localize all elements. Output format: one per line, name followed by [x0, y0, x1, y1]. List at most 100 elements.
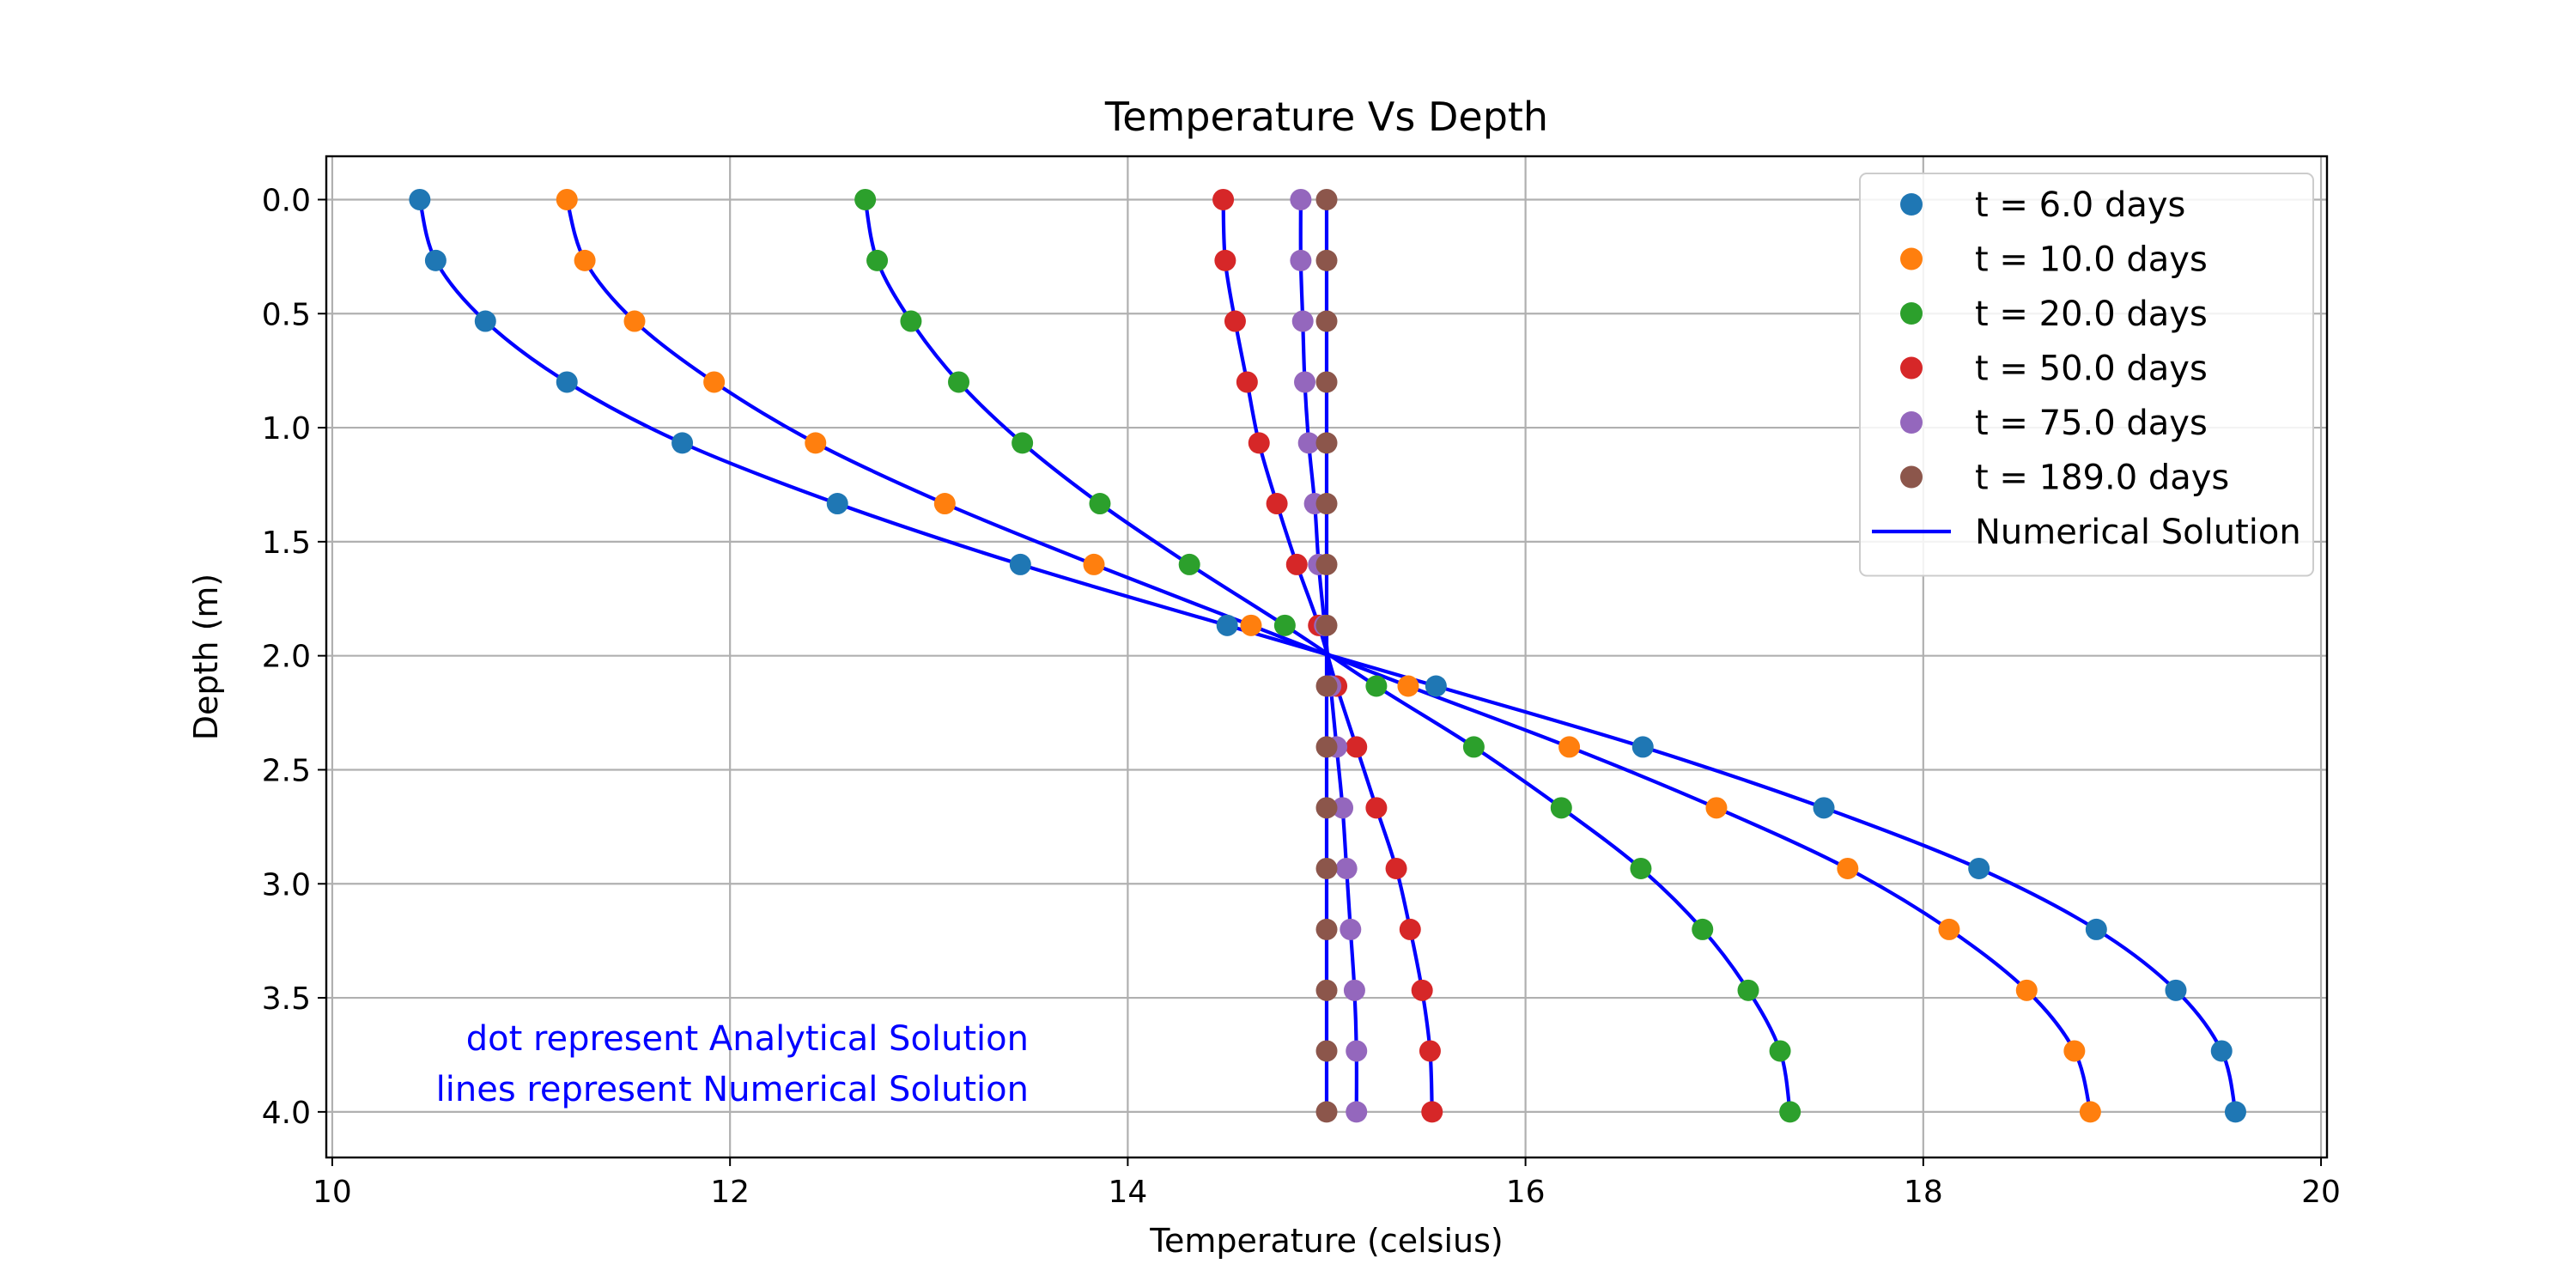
data-point-series-5	[1315, 432, 1338, 454]
data-point-series-5	[1315, 675, 1338, 697]
data-point-series-0	[409, 188, 431, 210]
y-tick-label: 4.0	[262, 1096, 311, 1131]
data-point-series-3	[1411, 979, 1433, 1001]
legend-marker	[1900, 356, 1923, 380]
data-point-series-1	[1558, 736, 1581, 758]
data-point-series-2	[854, 188, 877, 210]
data-point-series-1	[2063, 1040, 2086, 1062]
legend-label: t = 6.0 days	[1975, 185, 2185, 225]
data-point-series-1	[623, 310, 646, 332]
data-point-series-5	[1315, 249, 1338, 271]
x-tick-label: 16	[1506, 1175, 1546, 1210]
data-point-series-2	[1737, 979, 1759, 1001]
data-point-series-3	[1212, 188, 1235, 210]
data-point-series-4	[1294, 371, 1316, 393]
annotation-analytical: dot represent Analytical Solution	[466, 1019, 1029, 1059]
data-point-series-5	[1315, 1040, 1338, 1062]
data-point-series-1	[703, 371, 726, 393]
data-point-series-0	[671, 432, 694, 454]
legend-marker	[1900, 465, 1923, 489]
y-tick-label: 2.5	[262, 753, 311, 788]
data-point-series-5	[1315, 736, 1338, 758]
data-point-series-4	[1335, 857, 1358, 879]
data-point-series-4	[1346, 1040, 1368, 1062]
chart-title: Temperature Vs Depth	[1104, 94, 1548, 140]
data-point-series-0	[1631, 736, 1654, 758]
data-point-series-2	[1692, 918, 1714, 940]
data-point-series-5	[1315, 553, 1338, 575]
data-point-series-1	[1837, 857, 1859, 879]
x-axis-ticks: 10 12 14 16 18 20	[313, 1157, 2341, 1210]
data-point-series-4	[1291, 310, 1314, 332]
data-point-series-1	[933, 493, 956, 515]
y-tick-label: 0.0	[262, 183, 311, 218]
data-point-series-1	[574, 249, 596, 271]
data-point-series-2	[1769, 1040, 1791, 1062]
data-point-series-5	[1315, 797, 1338, 819]
data-point-series-4	[1346, 1101, 1368, 1123]
data-point-series-1	[1083, 553, 1105, 575]
data-point-series-5	[1315, 188, 1338, 210]
data-point-series-1	[1705, 797, 1728, 819]
data-point-series-5	[1315, 493, 1338, 515]
data-point-series-0	[2210, 1040, 2233, 1062]
data-point-series-0	[1216, 614, 1238, 636]
data-point-series-1	[1938, 918, 1960, 940]
data-point-series-3	[1224, 310, 1246, 332]
data-point-series-0	[474, 310, 496, 332]
data-point-series-4	[1343, 979, 1365, 1001]
x-tick-label: 20	[2301, 1175, 2341, 1210]
data-point-series-3	[1385, 857, 1407, 879]
legend-label: t = 50.0 days	[1975, 349, 2208, 389]
data-point-series-5	[1315, 918, 1338, 940]
x-tick-label: 10	[313, 1175, 352, 1210]
data-point-series-2	[1178, 553, 1200, 575]
data-point-series-4	[1297, 432, 1320, 454]
data-point-series-3	[1399, 918, 1421, 940]
legend-label: t = 75.0 days	[1975, 404, 2208, 443]
data-point-series-0	[2224, 1101, 2246, 1123]
data-point-series-1	[2079, 1101, 2101, 1123]
data-point-series-4	[1340, 918, 1362, 940]
data-point-series-3	[1285, 553, 1308, 575]
x-axis-label: Temperature (celsius)	[1149, 1222, 1504, 1260]
data-point-series-2	[1273, 614, 1296, 636]
data-point-series-5	[1315, 1101, 1338, 1123]
data-point-series-2	[1779, 1101, 1801, 1123]
legend-label: t = 189.0 days	[1975, 459, 2229, 498]
y-tick-label: 2.0	[262, 640, 311, 675]
data-point-series-2	[948, 371, 970, 393]
x-tick-label: 18	[1904, 1175, 1943, 1210]
y-axis-label: Depth (m)	[187, 574, 225, 741]
y-tick-label: 1.0	[262, 411, 311, 447]
y-tick-label: 3.0	[262, 867, 311, 902]
data-point-series-0	[1813, 797, 1835, 819]
data-point-series-3	[1419, 1040, 1441, 1062]
y-tick-label: 0.5	[262, 297, 311, 332]
plot-frame	[325, 155, 2329, 1159]
legend-label: t = 20.0 days	[1975, 295, 2208, 334]
y-tick-label: 1.5	[262, 526, 311, 561]
data-point-series-2	[1630, 857, 1652, 879]
data-point-series-5	[1315, 857, 1338, 879]
legend-box	[1859, 173, 2314, 577]
data-point-series-1	[805, 432, 827, 454]
data-point-series-2	[900, 310, 922, 332]
data-point-series-4	[1332, 797, 1354, 819]
data-point-series-3	[1236, 371, 1258, 393]
data-point-series-3	[1214, 249, 1236, 271]
data-point-series-0	[1425, 675, 1447, 697]
data-point-series-3	[1248, 432, 1270, 454]
legend-marker	[1900, 193, 1923, 216]
data-point-series-0	[1009, 553, 1031, 575]
legend-label: t = 10.0 days	[1975, 240, 2208, 280]
data-point-series-1	[1397, 675, 1419, 697]
data-point-series-2	[1089, 493, 1111, 515]
data-point-series-2	[1550, 797, 1572, 819]
data-point-series-0	[1968, 857, 1990, 879]
data-point-series-0	[556, 371, 578, 393]
legend-marker	[1900, 247, 1923, 270]
data-point-series-3	[1346, 736, 1368, 758]
